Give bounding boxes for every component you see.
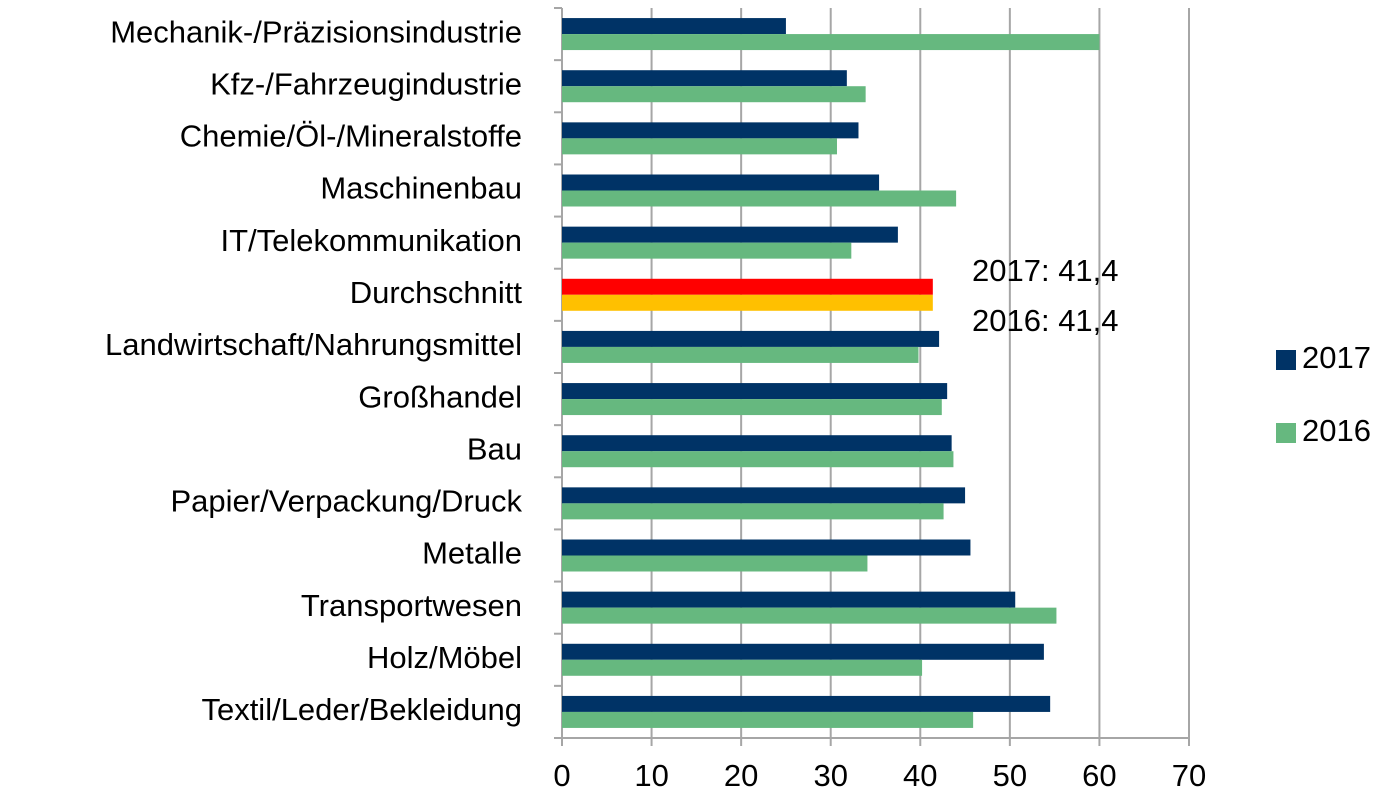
legend-swatch (1276, 350, 1296, 370)
bar (562, 226, 898, 243)
y-tick-label: Transportwesen (301, 588, 522, 623)
y-tick-label: Textil/Leder/Bekleidung (201, 692, 522, 727)
x-tick-label: 60 (1082, 758, 1116, 793)
bar (562, 591, 1016, 608)
bar (562, 70, 847, 87)
legend-label: 2016 (1302, 413, 1371, 448)
x-tick-label: 20 (724, 758, 758, 793)
bar (562, 607, 1057, 624)
bar (562, 86, 866, 103)
x-tick-label: 70 (1172, 758, 1206, 793)
annotation: 2017: 41,4 (972, 253, 1119, 288)
x-tick-label: 0 (553, 758, 570, 793)
y-tick-label: Kfz-/Fahrzeugindustrie (210, 66, 522, 101)
bar (562, 643, 1044, 660)
bar (562, 695, 1051, 712)
y-tick-label: Durchschnitt (350, 275, 523, 310)
x-tick-label: 30 (813, 758, 847, 793)
y-tick-label: IT/Telekommunikation (220, 223, 522, 258)
bar (562, 659, 923, 676)
y-tick-label: Bau (467, 431, 522, 466)
y-tick-label: Metalle (422, 536, 522, 571)
x-tick-label: 50 (993, 758, 1027, 793)
y-tick-label: Maschinenbau (320, 171, 522, 206)
bar (562, 555, 868, 572)
y-tick-label: Mechanik-/Präzisionsindustrie (110, 14, 522, 49)
y-tick-label: Großhandel (358, 379, 522, 414)
bar (562, 346, 919, 363)
legend-swatch (1276, 423, 1296, 443)
bar (562, 174, 880, 191)
bar (562, 451, 954, 468)
x-tick-label: 40 (903, 758, 937, 793)
bar (562, 18, 786, 35)
annotation: 2016: 41,4 (972, 303, 1119, 338)
bar (562, 435, 952, 452)
y-tick-label: Chemie/Öl-/Mineralstoffe (180, 119, 522, 154)
bar (562, 138, 837, 155)
bar (562, 294, 933, 311)
bar (562, 190, 957, 207)
bar (562, 383, 948, 400)
bar (562, 330, 940, 347)
y-tick-label: Papier/Verpackung/Druck (170, 484, 522, 519)
bar (562, 399, 942, 416)
y-tick-label: Landwirtschaft/Nahrungsmittel (105, 327, 522, 362)
bar (562, 122, 859, 139)
bar (562, 34, 1100, 51)
bar (562, 539, 971, 556)
bar (562, 242, 852, 259)
bar (562, 503, 944, 520)
bar (562, 711, 974, 728)
x-tick-label: 10 (634, 758, 668, 793)
bar (562, 278, 933, 295)
bar (562, 487, 966, 504)
legend-label: 2017 (1302, 340, 1371, 375)
y-tick-label: Holz/Möbel (367, 640, 522, 675)
